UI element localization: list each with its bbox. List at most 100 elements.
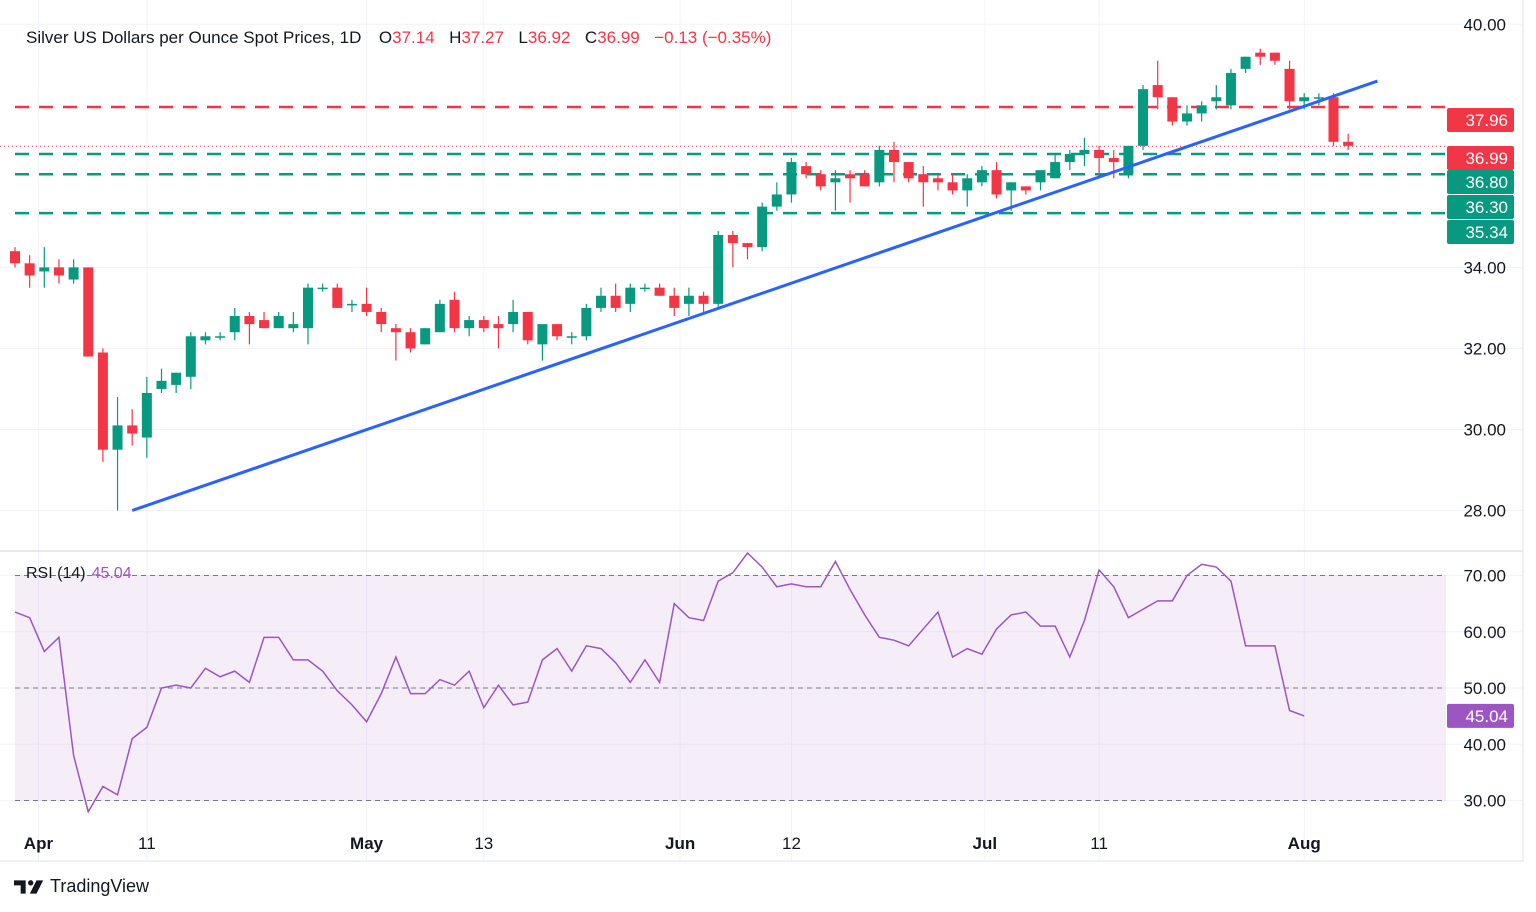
- candle-body: [654, 287, 665, 296]
- candle-body: [1152, 85, 1163, 98]
- rsi-line: [14, 551, 1305, 814]
- candle-body: [1050, 162, 1061, 179]
- high-value: 37.27: [461, 28, 504, 47]
- last-price-badge-bg: [1447, 146, 1514, 170]
- rsi-guides: [15, 575, 1446, 801]
- candle-body: [229, 316, 240, 333]
- tradingview-logo-icon: [14, 879, 44, 894]
- time-tick-label: May: [350, 834, 384, 853]
- candle-body: [434, 303, 445, 333]
- horizontal-levels: [0, 105, 1446, 215]
- candle-body: [815, 174, 826, 187]
- candle-body: [1064, 153, 1075, 163]
- candle-body: [1343, 141, 1354, 146]
- candle-body: [625, 287, 636, 304]
- change-value: −0.13 (−0.35%): [654, 28, 772, 47]
- price-tick-label: 28.00: [1463, 501, 1506, 520]
- price-tick-label: 32.00: [1463, 339, 1506, 358]
- time-tick-label: Aug: [1288, 834, 1321, 853]
- support-badge-bg: [1447, 220, 1514, 244]
- candle-body: [361, 303, 372, 312]
- candle-body: [68, 267, 79, 280]
- candle-body: [1138, 89, 1149, 146]
- time-tick-label: 13: [474, 834, 493, 853]
- close-label: C: [584, 28, 598, 47]
- candle-body: [669, 295, 680, 308]
- price-tick-label: 40.00: [1463, 15, 1506, 34]
- rsi-tick-label: 30.00: [1463, 792, 1506, 811]
- candle-body: [303, 287, 313, 329]
- candle-body: [932, 178, 943, 183]
- candle-body: [508, 311, 519, 325]
- tradingview-brand[interactable]: TradingView: [14, 876, 149, 897]
- candle-body: [1020, 186, 1031, 191]
- candle-body: [742, 243, 753, 248]
- candle-body: [713, 234, 724, 304]
- low-value: 36.92: [527, 28, 571, 47]
- price-tick-label: 30.00: [1463, 420, 1506, 439]
- candle-body: [962, 178, 973, 191]
- ohlc-legend: Silver US Dollars per Ounce Spot Prices,…: [26, 28, 771, 48]
- candle-body: [185, 336, 196, 377]
- support-badge-bg: [1447, 170, 1514, 194]
- candle-body: [127, 425, 138, 434]
- candle-body: [156, 380, 167, 389]
- candle-body: [112, 425, 123, 450]
- candle-body: [346, 303, 357, 306]
- candle-body: [478, 320, 489, 329]
- rsi-tick-label: 40.00: [1463, 735, 1506, 754]
- candle-body: [1006, 182, 1017, 191]
- candle-body: [97, 352, 108, 450]
- rsi-label: RSI (14): [26, 565, 86, 582]
- candle-body: [259, 320, 270, 329]
- time-tick-label: 12: [782, 834, 801, 853]
- time-tick-label: 11: [138, 834, 156, 853]
- candle-body: [610, 295, 621, 308]
- low-label: L: [518, 28, 528, 47]
- candle-body: [581, 307, 592, 337]
- candle-body: [845, 174, 856, 179]
- candle-body: [757, 206, 768, 248]
- candle-body: [683, 295, 694, 304]
- candle-body: [1313, 97, 1324, 99]
- candle-body: [859, 174, 870, 187]
- rsi-last-badge-bg: [1447, 703, 1514, 728]
- candle-body: [1211, 97, 1222, 102]
- grid-lines: [0, 0, 1523, 861]
- candle-body: [566, 336, 577, 338]
- time-tick-label: Apr: [24, 834, 54, 853]
- candle-body: [596, 295, 606, 308]
- candle-body: [1225, 72, 1236, 106]
- candle-body: [830, 178, 841, 183]
- time-tick-label: Jun: [665, 834, 695, 853]
- candle-body: [215, 336, 226, 338]
- candle-body: [464, 320, 475, 329]
- candle-body: [1269, 52, 1280, 61]
- candle-body: [639, 287, 650, 290]
- last-price-badge: 36.99: [1465, 149, 1508, 168]
- time-tick-label: 11: [1090, 834, 1108, 853]
- candle-body: [1196, 105, 1207, 114]
- candle-body: [1079, 149, 1090, 154]
- open-label: O: [378, 28, 393, 47]
- candle-body: [141, 392, 152, 438]
- candle-body: [727, 234, 738, 244]
- candle-body: [698, 295, 709, 304]
- symbol-title[interactable]: Silver US Dollars per Ounce Spot Prices,…: [26, 28, 362, 47]
- trendline[interactable]: [131, 79, 1378, 512]
- rsi-tick-label: 60.00: [1463, 623, 1506, 642]
- candle-body: [1328, 97, 1339, 142]
- candle-body: [786, 162, 797, 195]
- candle-body: [39, 267, 50, 272]
- candle-body: [889, 149, 899, 163]
- candle-body: [171, 372, 182, 385]
- resistance-badge: 37.96: [1465, 111, 1508, 130]
- support-badge: 36.80: [1465, 173, 1508, 192]
- rsi-legend[interactable]: RSI (14) 45.04: [26, 565, 132, 583]
- candle-body: [552, 324, 563, 337]
- candle-body: [522, 311, 533, 341]
- candle-body: [1255, 52, 1266, 57]
- rsi-tick-label: 50.00: [1463, 679, 1506, 698]
- candle-body: [1167, 97, 1178, 122]
